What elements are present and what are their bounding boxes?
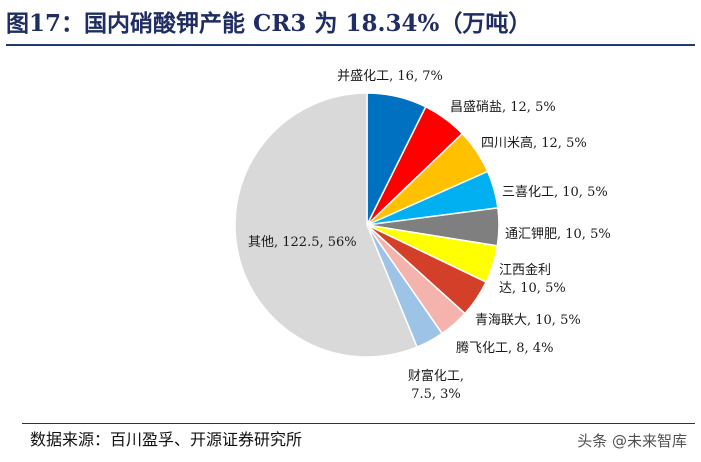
pie-label-line: 江西金利 — [499, 262, 551, 278]
pie-label-8: 腾飞化工, 8, 4% — [456, 340, 553, 356]
pie-label-1: 并盛化工, 16, 7% — [337, 69, 443, 84]
pie-label-line: 7.5, 3% — [411, 387, 461, 402]
pie-label-4: 三喜化工, 10, 5% — [502, 185, 608, 200]
pie-label-6: 江西金利达, 10, 5% — [499, 262, 566, 296]
pie-label-line: 财富化工, — [408, 368, 464, 384]
pie-label-5: 通汇钾肥, 10, 5% — [505, 227, 611, 242]
pie-label-2: 昌盛硝盐, 12, 5% — [450, 100, 556, 115]
pie-label-9: 财富化工, 7.5, 3% — [408, 368, 464, 402]
pie-label-10: 其他, 122.5, 56% — [248, 235, 357, 250]
title-divider — [6, 44, 695, 46]
figure-title: 图17：国内硝酸钾产能 CR3 为 18.34%（万吨） — [6, 10, 532, 37]
watermark: 头条 @未来智库 — [577, 432, 687, 450]
source-note: 数据来源：百川盈孚、开源证券研究所 — [30, 430, 303, 449]
pie-label-3: 四川米高, 12, 5% — [481, 135, 587, 151]
pie-label-7: 青海联大, 10, 5% — [475, 313, 581, 328]
pie-label-line: 达, 10, 5% — [499, 281, 566, 296]
source-divider — [22, 423, 695, 424]
pie-slice-10 — [234, 92, 419, 358]
